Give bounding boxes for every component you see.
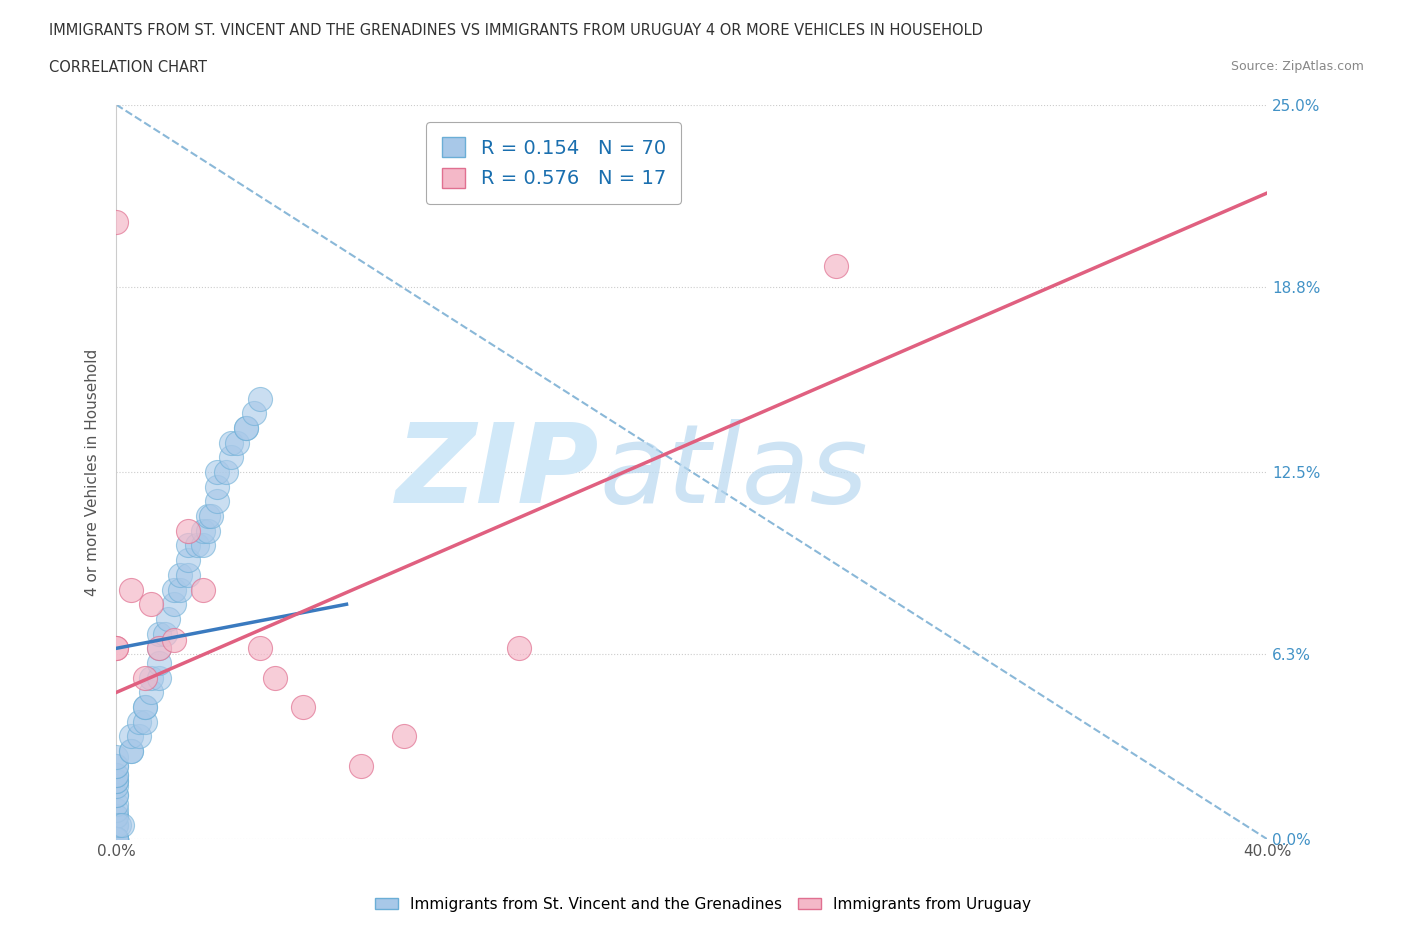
Text: IMMIGRANTS FROM ST. VINCENT AND THE GRENADINES VS IMMIGRANTS FROM URUGUAY 4 OR M: IMMIGRANTS FROM ST. VINCENT AND THE GREN… — [49, 23, 983, 38]
Point — [191, 582, 214, 597]
Point — [177, 567, 200, 582]
Point — [105, 215, 128, 230]
Point — [186, 538, 208, 553]
Point — [153, 626, 176, 641]
Point — [235, 420, 257, 435]
Point — [139, 685, 162, 700]
Point — [105, 759, 128, 774]
Point — [148, 641, 170, 656]
Point — [191, 524, 214, 538]
Point — [105, 832, 128, 847]
Point — [163, 582, 186, 597]
Point — [197, 524, 219, 538]
Point — [157, 612, 180, 627]
Point — [139, 597, 162, 612]
Point — [177, 552, 200, 567]
Point — [169, 582, 191, 597]
Point — [105, 832, 128, 847]
Point — [105, 767, 128, 782]
Point — [134, 699, 156, 714]
Point — [105, 759, 128, 774]
Point — [105, 641, 128, 656]
Point — [197, 509, 219, 524]
Point — [120, 729, 142, 744]
Point — [139, 671, 162, 685]
Point — [105, 788, 128, 803]
Point — [824, 259, 846, 273]
Point — [105, 817, 128, 832]
Point — [105, 832, 128, 847]
Point — [105, 832, 128, 847]
Point — [205, 465, 228, 480]
Point — [148, 671, 170, 685]
Point — [105, 788, 128, 803]
Legend: R = 0.154   N = 70, R = 0.576   N = 17: R = 0.154 N = 70, R = 0.576 N = 17 — [426, 122, 682, 204]
Point — [128, 729, 150, 744]
Point — [105, 779, 128, 794]
Point — [163, 597, 186, 612]
Point — [508, 641, 530, 656]
Point — [292, 699, 315, 714]
Point — [105, 817, 128, 832]
Point — [134, 671, 156, 685]
Point — [105, 832, 128, 847]
Point — [128, 714, 150, 729]
Point — [221, 435, 243, 450]
Point — [243, 405, 266, 420]
Point — [105, 832, 128, 847]
Point — [263, 671, 285, 685]
Text: ZIP: ZIP — [396, 418, 600, 525]
Point — [105, 832, 128, 847]
Point — [134, 699, 156, 714]
Point — [105, 808, 128, 823]
Text: atlas: atlas — [600, 418, 869, 525]
Text: CORRELATION CHART: CORRELATION CHART — [49, 60, 207, 75]
Point — [105, 641, 128, 656]
Point — [148, 656, 170, 671]
Point — [392, 729, 415, 744]
Legend: Immigrants from St. Vincent and the Grenadines, Immigrants from Uruguay: Immigrants from St. Vincent and the Gren… — [370, 891, 1036, 918]
Point — [148, 626, 170, 641]
Point — [169, 567, 191, 582]
Point — [105, 832, 128, 847]
Point — [249, 392, 271, 406]
Point — [108, 817, 131, 832]
Point — [200, 509, 222, 524]
Point — [111, 817, 134, 832]
Point — [226, 435, 249, 450]
Point — [148, 641, 170, 656]
Point — [120, 582, 142, 597]
Point — [105, 832, 128, 847]
Point — [105, 808, 128, 823]
Point — [105, 832, 128, 847]
Point — [105, 832, 128, 847]
Point — [177, 538, 200, 553]
Y-axis label: 4 or more Vehicles in Household: 4 or more Vehicles in Household — [86, 349, 100, 595]
Point — [163, 632, 186, 647]
Point — [120, 744, 142, 759]
Point — [350, 759, 373, 774]
Point — [214, 465, 236, 480]
Point — [105, 797, 128, 812]
Point — [205, 494, 228, 509]
Point — [221, 450, 243, 465]
Point — [177, 524, 200, 538]
Point — [235, 420, 257, 435]
Point — [134, 714, 156, 729]
Point — [120, 744, 142, 759]
Point — [105, 750, 128, 764]
Point — [105, 832, 128, 847]
Text: Source: ZipAtlas.com: Source: ZipAtlas.com — [1230, 60, 1364, 73]
Point — [249, 641, 271, 656]
Point — [105, 773, 128, 788]
Point — [205, 479, 228, 494]
Point — [105, 767, 128, 782]
Point — [105, 803, 128, 817]
Point — [191, 538, 214, 553]
Point — [105, 773, 128, 788]
